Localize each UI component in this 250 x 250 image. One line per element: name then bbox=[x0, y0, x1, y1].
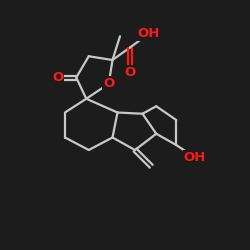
Text: OH: OH bbox=[184, 151, 206, 164]
Text: O: O bbox=[52, 71, 63, 84]
Text: O: O bbox=[124, 66, 136, 79]
Text: O: O bbox=[103, 77, 115, 90]
Text: OH: OH bbox=[138, 27, 160, 40]
